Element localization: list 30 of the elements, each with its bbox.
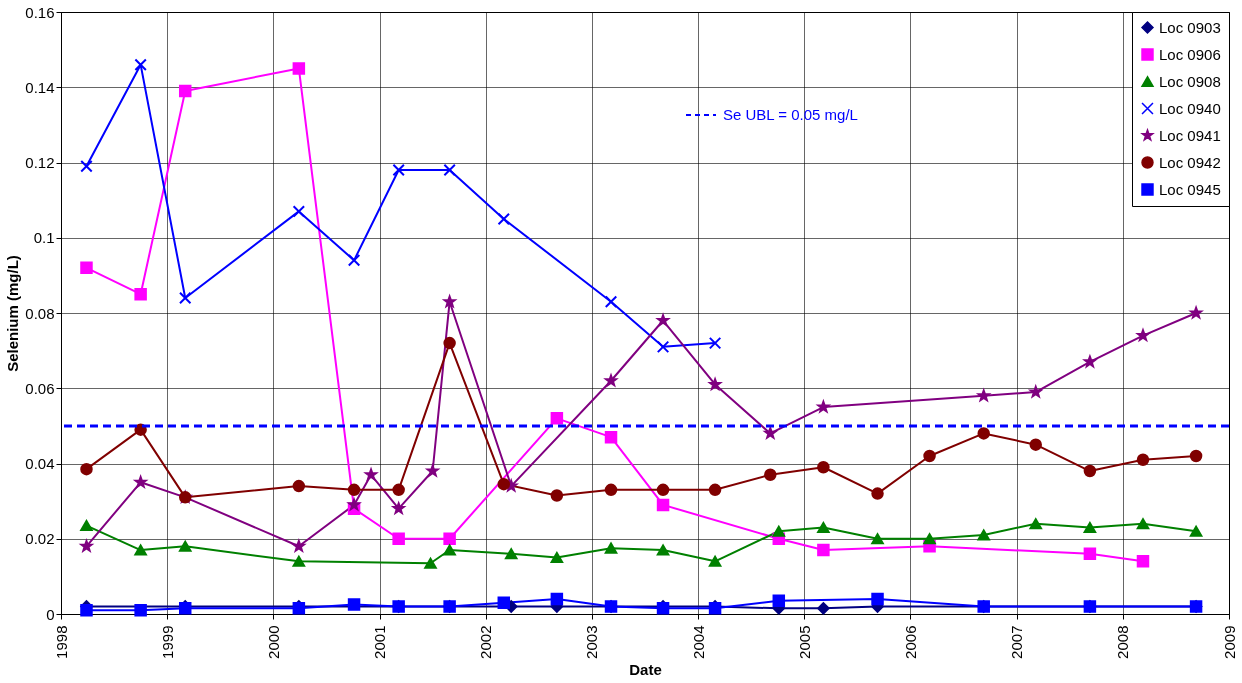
x-tick-label: 2008	[1114, 625, 1132, 659]
x-tick-label: 1999	[158, 625, 176, 659]
legend-label: Loc 0906	[1159, 45, 1221, 63]
legend-label: Loc 0940	[1159, 99, 1221, 117]
y-tick-label: 0.1	[33, 229, 55, 247]
y-tick-label: 0.12	[25, 154, 55, 171]
legend-label: Loc 0945	[1159, 180, 1221, 198]
x-tick-label: 2000	[264, 625, 282, 659]
legend-label: Loc 0942	[1159, 153, 1221, 171]
y-axis-title: Selenium (mg/L)	[4, 255, 22, 372]
y-tick-label: 0	[46, 605, 55, 623]
legend-label: Loc 0908	[1159, 72, 1221, 90]
y-tick-label: 0.14	[25, 78, 55, 96]
x-tick-label: 2004	[689, 625, 707, 659]
legend-label: Loc 0903	[1159, 18, 1221, 36]
y-tick-label: 0.06	[25, 379, 55, 397]
x-axis-title: Date	[629, 660, 662, 678]
y-tick-label: 0.02	[25, 530, 55, 548]
x-tick-label: 2001	[371, 625, 389, 659]
x-tick-label: 1998	[52, 625, 70, 659]
y-tick-label: 0.08	[25, 304, 55, 322]
x-tick-label: 2005	[795, 625, 813, 659]
y-tick-label: 0.16	[25, 3, 55, 21]
x-tick-label: 2006	[901, 625, 919, 659]
x-tick-label: 2002	[477, 625, 495, 659]
x-tick-label: 2003	[583, 625, 601, 659]
legend-label: Loc 0941	[1159, 126, 1221, 144]
x-tick-label: 2009	[1220, 625, 1238, 659]
x-tick-label: 2007	[1008, 625, 1026, 659]
y-tick-label: 0.04	[25, 455, 55, 472]
